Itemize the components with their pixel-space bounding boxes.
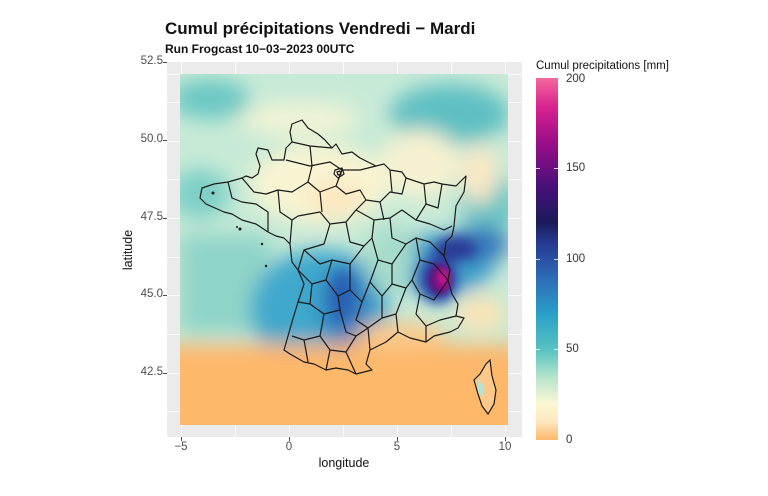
colorbar-tick (536, 259, 540, 260)
colorbar-tick (536, 349, 540, 350)
y-tick-mark (163, 373, 167, 374)
colorbar (536, 78, 558, 440)
y-tick-mark (163, 140, 167, 141)
y-tick-label: 45.0 (140, 288, 163, 300)
colorbar-tick (554, 168, 558, 169)
y-tick-label: 47.5 (140, 211, 163, 223)
legend-title: Cumul precipitations [mm] (536, 60, 669, 72)
y-tick-mark (163, 295, 167, 296)
y-tick-label: 50.0 (140, 133, 163, 145)
x-tick-label: −5 (174, 441, 188, 453)
x-tick-label: 5 (393, 441, 401, 453)
colorbar-label: 0 (566, 434, 573, 446)
y-axis-label: latitude (121, 229, 135, 271)
colorbar-label: 100 (566, 253, 586, 265)
colorbar-label: 200 (566, 73, 586, 85)
colorbar-label: 50 (566, 343, 579, 355)
y-tick-label: 52.5 (140, 55, 163, 67)
x-tick-mark (505, 437, 506, 441)
x-tick-mark (181, 437, 182, 441)
x-tick-mark (397, 437, 398, 441)
x-tick-label: 0 (285, 441, 293, 453)
chart-subtitle: Run Frogcast 10−03−2023 00UTC (165, 42, 355, 56)
colorbar-tick (554, 259, 558, 260)
colorbar-tick (554, 349, 558, 350)
x-tick-mark (289, 437, 290, 441)
y-tick-mark (163, 218, 167, 219)
colorbar-label: 150 (566, 162, 586, 174)
colorbar-tick (536, 168, 540, 169)
y-tick-label: 42.5 (140, 366, 163, 378)
chart-title: Cumul précipitations Vendredi − Mardi (165, 19, 476, 38)
y-tick-mark (163, 62, 167, 63)
precipitation-raster (180, 74, 508, 425)
x-axis-label: longitude (318, 456, 370, 470)
x-tick-label: 10 (498, 441, 512, 453)
